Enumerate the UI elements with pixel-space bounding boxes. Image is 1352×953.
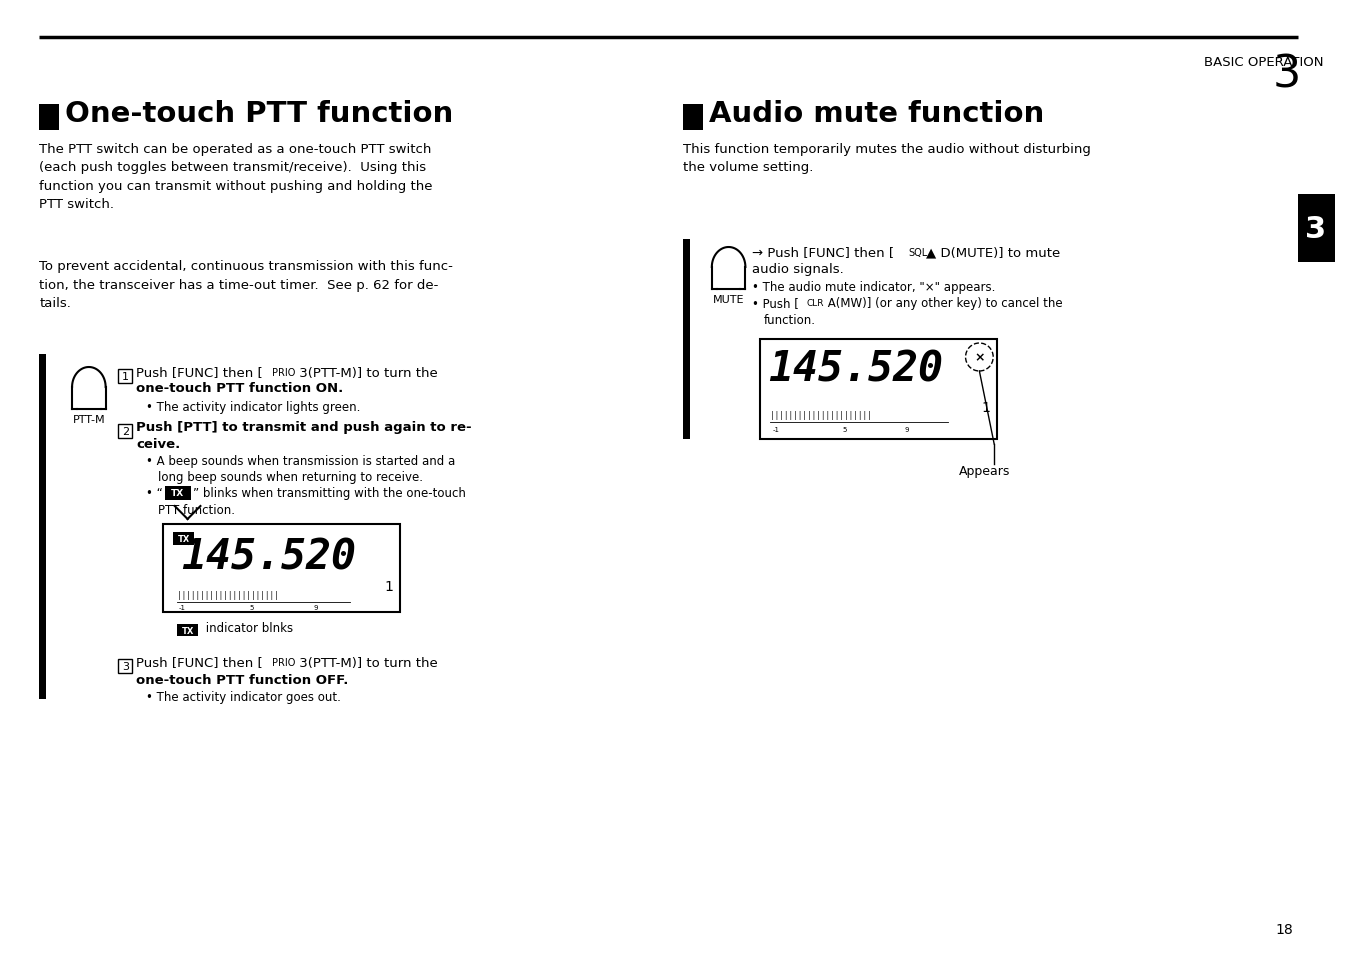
Text: A(MW)] (or any other key) to cancel the: A(MW)] (or any other key) to cancel the [825,297,1063,310]
Text: audio signals.: audio signals. [752,263,844,276]
Text: • “: • “ [146,487,162,500]
Text: • The activity indicator lights green.: • The activity indicator lights green. [146,400,361,413]
Text: Push [FUNC] then [: Push [FUNC] then [ [137,656,264,669]
Bar [683,105,703,131]
Text: ▲ D(MUTE)] to mute: ▲ D(MUTE)] to mute [926,246,1060,259]
Text: -1: -1 [772,427,780,433]
Text: 5: 5 [250,604,254,610]
Text: BASIC OPERATION: BASIC OPERATION [1205,55,1324,69]
Text: 145.520: 145.520 [181,536,356,578]
Text: TX: TX [181,626,193,635]
Text: ” blinks when transmitting with the one-touch: ” blinks when transmitting with the one-… [192,487,465,500]
Text: PRIO: PRIO [272,658,295,667]
Text: 9: 9 [904,427,909,433]
Text: long beep sounds when returning to receive.: long beep sounds when returning to recei… [158,471,423,484]
Text: 2: 2 [122,427,128,436]
Text: one-touch PTT function ON.: one-touch PTT function ON. [137,382,343,395]
Bar [177,624,199,637]
Text: Appears: Appears [959,465,1010,478]
Text: Audio mute function: Audio mute function [708,100,1044,128]
Text: ||||||||||||||||||||||: |||||||||||||||||||||| [771,410,872,419]
Text: MUTE: MUTE [713,294,745,305]
Bar [162,524,400,613]
Text: PRIO: PRIO [272,368,295,377]
Text: → Push [FUNC] then [: → Push [FUNC] then [ [752,246,895,259]
Text: • The activity indicator goes out.: • The activity indicator goes out. [146,690,341,702]
Bar [760,339,998,439]
Text: This function temporarily mutes the audio without disturbing
the volume setting.: This function temporarily mutes the audi… [683,143,1091,174]
Text: ||||||||||||||||||||||: |||||||||||||||||||||| [177,590,279,598]
Text: • The audio mute indicator, "×" appears.: • The audio mute indicator, "×" appears. [752,281,995,294]
Text: 3: 3 [122,661,128,671]
Text: Push [PTT] to transmit and push again to re-: Push [PTT] to transmit and push again to… [137,421,472,434]
Text: function.: function. [764,314,817,326]
Bar [39,105,59,131]
Text: To prevent accidental, continuous transmission with this func-
tion, the transce: To prevent accidental, continuous transm… [39,260,453,310]
Bar [119,424,132,438]
Text: 3: 3 [1272,53,1301,96]
Text: PTT function.: PTT function. [158,503,235,516]
Text: ×: × [975,351,984,364]
Text: one-touch PTT function OFF.: one-touch PTT function OFF. [137,673,349,686]
Text: 9: 9 [314,604,318,610]
Text: Push [FUNC] then [: Push [FUNC] then [ [137,366,264,379]
Bar [1298,194,1334,263]
Bar [39,355,46,700]
Text: 1: 1 [982,400,990,415]
Text: TX: TX [172,489,184,498]
Bar [119,659,132,673]
Text: 145.520: 145.520 [768,349,944,391]
Text: CLR: CLR [807,299,825,308]
Text: 3(PTT-M)] to turn the: 3(PTT-M)] to turn the [295,366,438,379]
Text: 1: 1 [122,372,128,381]
Text: indicator blnks: indicator blnks [203,620,293,634]
Text: TX: TX [177,534,189,543]
Bar [165,486,191,500]
Text: 1: 1 [384,579,393,594]
Text: PTT-M: PTT-M [73,415,105,424]
Text: • A beep sounds when transmission is started and a: • A beep sounds when transmission is sta… [146,455,456,468]
Text: The PTT switch can be operated as a one-touch PTT switch
(each push toggles betw: The PTT switch can be operated as a one-… [39,143,433,212]
Text: SQL: SQL [909,248,927,257]
Text: 3: 3 [1306,214,1326,243]
Text: 18: 18 [1275,923,1294,936]
Bar [173,533,195,545]
Bar [683,240,690,439]
Text: ceive.: ceive. [137,438,181,451]
Bar [119,370,132,384]
Text: 5: 5 [842,427,848,433]
Text: One-touch PTT function: One-touch PTT function [65,100,453,128]
Text: • Push [: • Push [ [752,297,799,310]
Text: 3(PTT-M)] to turn the: 3(PTT-M)] to turn the [295,656,438,669]
Text: -1: -1 [180,604,187,610]
